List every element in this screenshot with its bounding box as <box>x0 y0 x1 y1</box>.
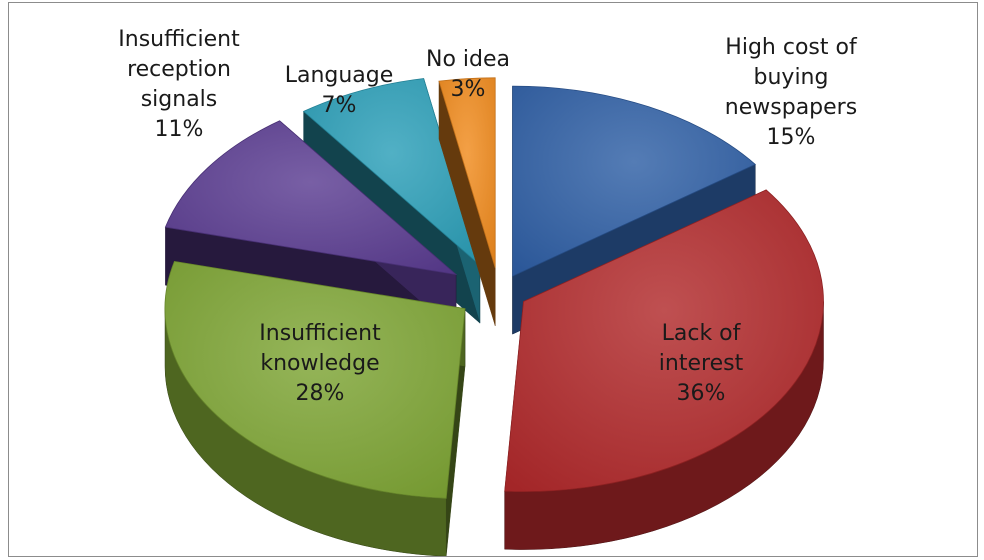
pie-slice-1 <box>504 189 824 550</box>
slice-label-line: No idea <box>425 47 510 72</box>
pie-slice-2 <box>164 260 466 556</box>
slice-label-line: newspapers <box>724 95 858 120</box>
slice-top-face <box>512 85 757 277</box>
slice-percent: 28% <box>295 381 345 406</box>
slice-percent: 11% <box>154 117 204 142</box>
pie-slice-5 <box>438 77 496 326</box>
slice-label: High cost of buying newspapers 15% <box>681 33 901 153</box>
slice-top-face <box>164 120 458 276</box>
slice-label: Language 7% <box>229 61 449 121</box>
slice-label-line: reception <box>127 57 231 82</box>
slice-top-face <box>504 189 824 492</box>
slice-label: Insufficient reception signals 11% <box>69 25 289 145</box>
slice-label-line: High cost of <box>725 35 857 60</box>
slice-percent: 36% <box>676 381 726 406</box>
slice-label: Insufficient knowledge 28% <box>210 319 430 409</box>
slice-label-line: Lack of <box>661 321 741 346</box>
slice-label-line: knowledge <box>260 351 380 376</box>
slice-label-line: buying <box>753 65 829 90</box>
slice-top-face <box>302 78 481 267</box>
slice-label: No idea 3% <box>358 45 578 105</box>
slice-top-face <box>164 260 466 499</box>
slice-top-face <box>438 77 496 268</box>
slice-percent: 3% <box>450 77 486 102</box>
slice-label-line: interest <box>658 351 744 376</box>
slice-label-line: Insufficient <box>259 321 381 346</box>
slice-label-line: signals <box>140 87 218 112</box>
slice-label-line: Insufficient <box>118 27 240 52</box>
pie-chart <box>164 77 824 556</box>
slice-percent: 7% <box>321 93 357 118</box>
chart-frame: High cost of buying newspapers 15% Lack of in… <box>8 2 978 557</box>
slice-percent: 15% <box>766 125 816 150</box>
slice-label: Lack of interest 36% <box>591 319 811 409</box>
slice-label-line: Language <box>284 63 394 88</box>
